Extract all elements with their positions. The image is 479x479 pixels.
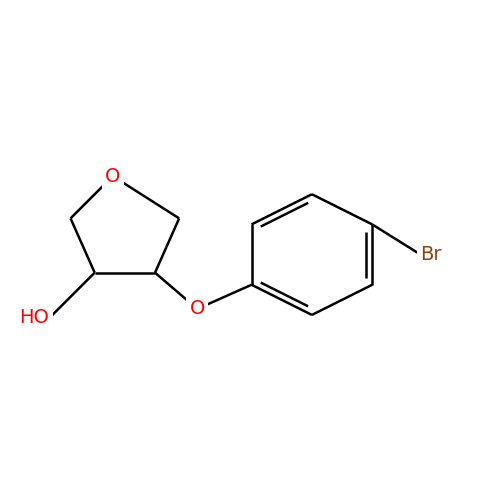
Text: HO: HO [20,308,49,328]
Text: O: O [105,167,121,186]
Text: O: O [190,299,205,319]
Text: Br: Br [421,245,442,264]
